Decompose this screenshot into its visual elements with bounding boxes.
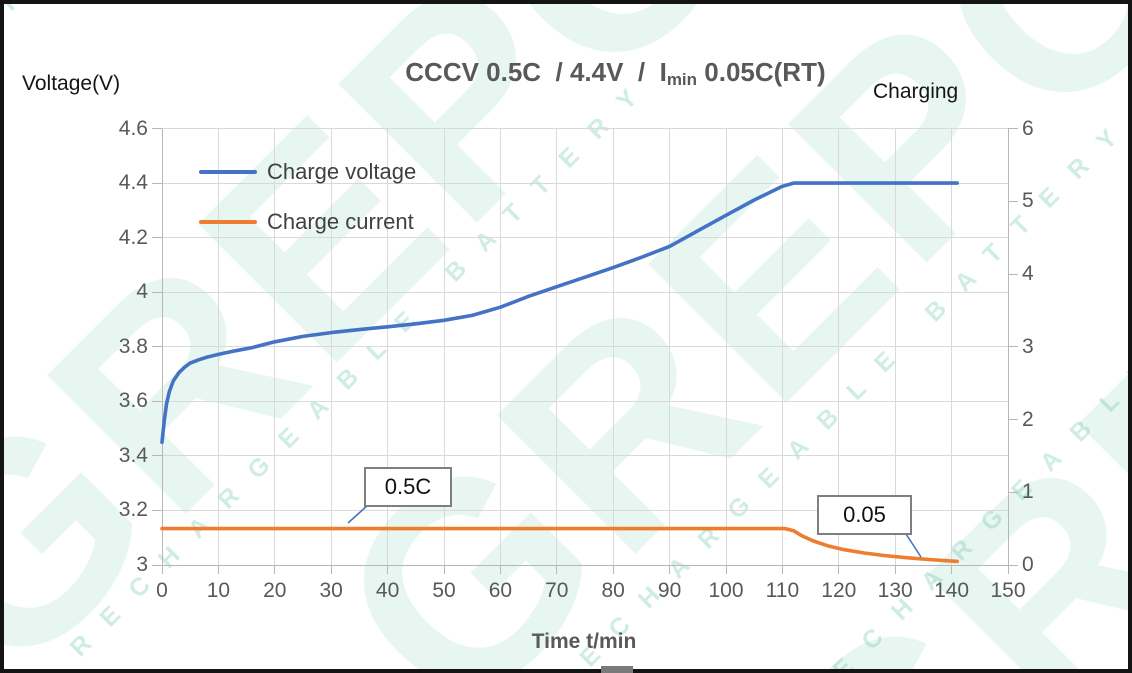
x-axis-tick-label: 60 xyxy=(488,579,513,602)
left-axis-tick-label: 4.4 xyxy=(118,171,148,195)
legend-item-charge-current: Charge current xyxy=(199,208,416,236)
annotation-label: 0.05 xyxy=(843,502,886,527)
x-axis-tick-label: 10 xyxy=(206,579,231,602)
x-axis-tick-label: 0 xyxy=(156,579,168,602)
x-axis-tick-label: 90 xyxy=(657,579,682,602)
x-axis-tick-label: 70 xyxy=(545,579,569,602)
left-axis-tick-label: 4.6 xyxy=(118,116,148,140)
voltage-line-swatch-icon xyxy=(199,170,257,174)
x-axis-tick-label: 100 xyxy=(708,579,744,602)
right-axis-tick-label: 0 xyxy=(1022,553,1034,576)
x-axis-tick-label: 40 xyxy=(375,579,400,602)
charge-current-curve xyxy=(160,526,959,564)
charge-voltage-curve xyxy=(160,181,959,444)
x-axis-tick-label: 120 xyxy=(821,579,857,602)
chart-title: CCCV 0.5C / 4.4V / Imin 0.05C(RT) xyxy=(70,26,1132,121)
annotation-cc-rate: 0.5C xyxy=(364,467,452,507)
legend-label: Charge voltage xyxy=(267,159,417,184)
left-axis-tick-label: 3.4 xyxy=(118,443,148,467)
x-axis-tick-label: 110 xyxy=(765,579,800,602)
current-line-swatch-icon xyxy=(199,220,257,224)
left-axis-tick-label: 3.8 xyxy=(118,334,148,358)
chart-title-tail: 0.05C(RT) xyxy=(697,57,826,87)
right-axis-title: Charging xyxy=(873,80,959,103)
right-axis-tick-label: 6 xyxy=(1022,116,1034,140)
legend: Charge voltage Charge current xyxy=(199,158,416,258)
left-axis-tick-label: 3.6 xyxy=(118,389,148,413)
chart-title-subscript: min xyxy=(666,70,698,89)
legend-item-charge-voltage: Charge voltage xyxy=(199,158,416,186)
right-axis-tick-label: 1 xyxy=(1022,480,1034,504)
right-axis-tick-label: 4 xyxy=(1022,262,1034,285)
legend-label: Charge current xyxy=(267,209,414,234)
x-axis-tick-label: 140 xyxy=(934,579,970,602)
right-axis-tick-label: 3 xyxy=(1022,334,1034,358)
right-axis-tick-label: 5 xyxy=(1022,189,1034,213)
left-axis-tick-label: 4 xyxy=(136,280,148,304)
x-axis-tick-label: 20 xyxy=(263,579,287,602)
annotation-leader-line xyxy=(347,504,369,524)
left-axis-tick-label: 4.2 xyxy=(118,225,148,249)
cropped-text-fragment xyxy=(601,666,633,673)
x-axis-tick-label: 130 xyxy=(877,579,913,602)
x-axis-tick-label: 150 xyxy=(990,579,1026,602)
x-axis-title: Time t/min xyxy=(531,630,637,653)
x-axis-tick-label: 30 xyxy=(319,579,343,602)
left-axis-tick-label: 3.2 xyxy=(118,498,148,522)
left-axis-title: Voltage(V) xyxy=(22,72,121,95)
left-axis-tick-label: 3 xyxy=(136,553,148,576)
right-axis-tick-label: 2 xyxy=(1022,407,1034,431)
annotation-cutoff-current: 0.05 xyxy=(817,495,912,535)
annotation-leader-line xyxy=(905,533,922,558)
x-axis-tick-label: 50 xyxy=(432,579,456,602)
annotation-label: 0.5C xyxy=(384,474,432,499)
x-axis-tick-label: 80 xyxy=(601,579,625,602)
chart-title-main: CCCV 0.5C / 4.4V / I xyxy=(405,57,667,87)
